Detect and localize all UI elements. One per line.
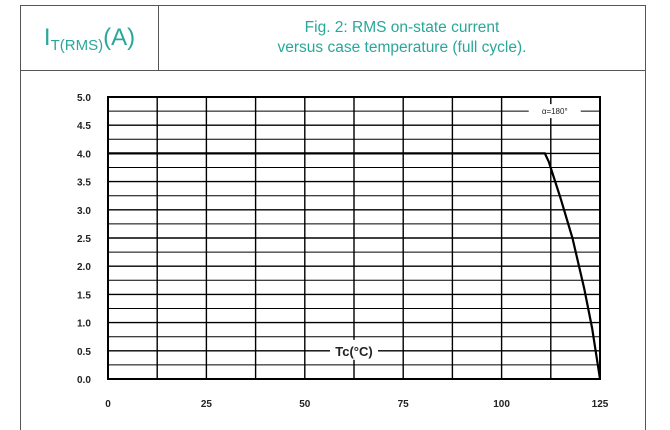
plot-border	[107, 96, 601, 380]
x-tick-label: 25	[201, 399, 213, 410]
chart-title-line2: versus case temperature (full cycle).	[277, 39, 527, 56]
figure-frame: I T(RMS) (A) Fig. 2: RMS on-state current…	[20, 5, 646, 430]
x-tick-label: 125	[592, 399, 609, 410]
y-tick-label: 1.5	[77, 290, 91, 301]
y-tick-label: 2.0	[77, 262, 91, 273]
y-axis-label-symbol: I	[43, 24, 51, 51]
x-tick-label: 100	[493, 399, 510, 410]
y-tick-label: 1.0	[77, 319, 91, 330]
x-tick-label: 0	[105, 399, 111, 410]
y-tick-label: 0.0	[77, 375, 91, 386]
y-axis-label-subscript: T(RMS)	[50, 36, 104, 54]
y-tick-label: 5.0	[77, 93, 91, 104]
chart-title-line1: Fig. 2: RMS on-state current	[304, 19, 500, 36]
figure-header: I T(RMS) (A) Fig. 2: RMS on-state current…	[21, 6, 645, 71]
x-tick-label: 50	[299, 399, 311, 410]
x-axis-label-bg	[330, 339, 378, 360]
y-tick-label: 2.5	[77, 234, 91, 245]
annotation-alpha: α=180°	[542, 107, 568, 116]
y-tick-label: 3.5	[77, 178, 91, 189]
y-tick-label: 4.0	[77, 149, 91, 160]
chart-title: Fig. 2: RMS on-state current versus case…	[159, 6, 645, 70]
annotation-bg	[528, 104, 581, 119]
y-tick-label: 3.0	[77, 206, 91, 217]
series-line	[108, 152, 602, 380]
x-tick-label: 75	[398, 399, 410, 410]
y-axis-label: I T(RMS) (A)	[21, 6, 159, 70]
y-tick-label: 4.5	[77, 121, 91, 132]
y-axis-label-unit: (A)	[103, 24, 136, 51]
x-axis-label: Tc(°C)	[335, 344, 372, 359]
y-tick-label: 0.5	[77, 347, 91, 358]
